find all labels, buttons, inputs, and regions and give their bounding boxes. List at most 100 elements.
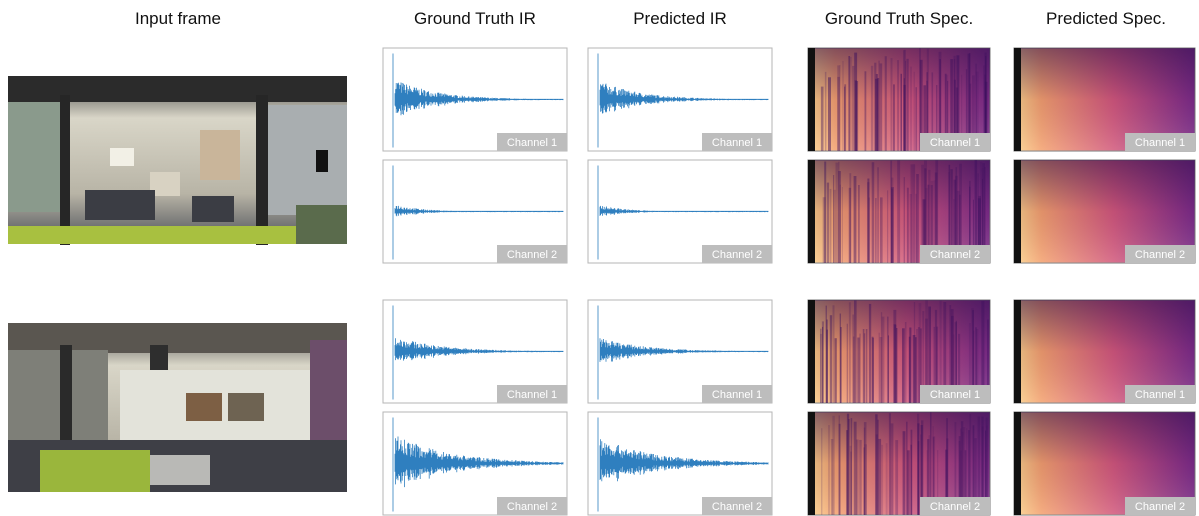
panel: Channel 2: [1014, 160, 1195, 263]
spectrogram-streak: [916, 174, 919, 263]
spectrogram-streak: [849, 302, 851, 403]
spectrogram-edge: [808, 48, 815, 151]
spectrogram-streak: [844, 87, 845, 151]
header: Predicted IR: [633, 9, 727, 28]
spectrogram-streak: [866, 329, 868, 403]
spectrogram-streak: [839, 415, 840, 515]
spectrogram-streak: [847, 414, 849, 515]
page: Input frame Ground Truth IR Predicted IR…: [0, 0, 1199, 516]
spectrogram-streak: [910, 67, 912, 151]
spectrogram-streak: [909, 337, 911, 403]
spectrogram-streak: [916, 87, 917, 151]
spectrogram-streak: [842, 187, 843, 263]
spectrogram-streak: [910, 445, 912, 515]
channel-label: Channel 1: [712, 137, 762, 149]
panel: Channel 2: [808, 160, 990, 263]
spectrogram-streak: [828, 425, 830, 515]
spectrogram-edge: [808, 160, 815, 263]
channel-label: Channel 2: [1135, 501, 1185, 513]
channel-label: Channel 2: [507, 249, 557, 261]
panel: Channel 1: [1014, 48, 1195, 151]
spectrogram-streak: [914, 302, 915, 403]
channel-label: Channel 2: [930, 501, 980, 513]
spectrogram-edge: [1014, 412, 1021, 515]
spectrogram-streak: [854, 53, 857, 151]
spectrogram-streak: [877, 167, 879, 263]
spectrogram-streak: [877, 420, 879, 515]
channel-label: Channel 2: [1135, 249, 1185, 261]
spectrogram-streak: [854, 301, 857, 404]
spectrogram-streak: [834, 190, 836, 263]
spectrogram-streak: [847, 324, 848, 403]
spectrogram-streak: [872, 162, 875, 263]
spectrogram-streak: [880, 63, 883, 151]
spectrogram-streak: [833, 305, 835, 403]
panel: Channel 1: [383, 48, 567, 151]
channel-label: Channel 2: [507, 501, 557, 513]
spectrogram-edge: [1014, 48, 1021, 151]
spectrogram-edge: [1014, 300, 1021, 403]
spectrogram-streak: [907, 450, 910, 515]
spectrogram-streak: [918, 327, 920, 403]
spectrogram-streak: [828, 77, 831, 151]
spectrogram-streak: [854, 176, 857, 263]
channel-label: Channel 1: [712, 389, 762, 401]
spectrogram-streak: [824, 162, 826, 264]
panel: Channel 1: [588, 300, 772, 403]
channel-label: Channel 1: [930, 389, 980, 401]
spectrogram-streak: [897, 60, 899, 151]
spectrogram-edge: [1014, 160, 1021, 263]
spectrogram-streak: [822, 327, 823, 403]
spectrogram-streak: [887, 190, 888, 263]
panel: Channel 1: [808, 300, 990, 403]
spectrogram-streak: [836, 163, 839, 263]
spectrogram-streak: [879, 333, 881, 403]
spectrogram-streak: [850, 57, 851, 151]
channel-label: Channel 2: [712, 501, 762, 513]
input-frame: [8, 76, 347, 245]
spectrogram-streak: [914, 72, 915, 151]
spectrogram-streak: [891, 423, 894, 515]
spectrogram-streak: [838, 171, 841, 263]
spectrogram-streak: [897, 160, 900, 263]
spectrogram-streak: [913, 164, 916, 263]
spectrogram-streak: [826, 306, 827, 403]
spectrogram-streak: [918, 441, 920, 515]
spectrogram-streak: [881, 445, 883, 515]
spectrogram-streak: [902, 328, 905, 403]
spectrogram-streak: [832, 416, 834, 515]
spectrogram-streak: [901, 74, 903, 151]
spectrogram-streak: [880, 197, 883, 263]
spectrogram-streak: [885, 56, 887, 151]
spectrogram-streak: [825, 72, 827, 151]
channel-label: Channel 2: [930, 249, 980, 261]
spectrogram-streak: [863, 329, 865, 403]
spectrogram-streak: [903, 50, 904, 151]
channel-label: Channel 1: [1135, 137, 1185, 149]
spectrogram-streak: [904, 177, 905, 263]
panel: Channel 2: [1014, 412, 1195, 515]
spectrogram-streak: [848, 56, 850, 151]
channel-label: Channel 1: [1135, 389, 1185, 401]
spectrogram-streak: [893, 84, 895, 151]
spectrogram-streak: [820, 334, 822, 403]
panel: Channel 1: [1014, 300, 1195, 403]
panel: Channel 2: [588, 160, 772, 263]
panel: Channel 2: [588, 412, 772, 515]
spectrogram-streak: [916, 329, 917, 403]
spectrogram-streak: [864, 444, 867, 515]
spectrogram-streak: [843, 61, 844, 151]
spectrogram-streak: [903, 431, 906, 515]
header: Input frame: [135, 9, 221, 28]
spectrogram-streak: [907, 188, 909, 263]
spectrogram-streak: [849, 188, 851, 263]
spectrogram-streak: [821, 428, 822, 515]
spectrogram-streak: [827, 183, 829, 263]
spectrogram-streak: [858, 185, 860, 263]
spectrogram-streak: [830, 189, 832, 263]
spectrogram-streak: [840, 314, 841, 404]
spectrogram-streak: [875, 198, 877, 263]
spectrogram-edge: [808, 412, 815, 515]
panel: Channel 1: [588, 48, 772, 151]
